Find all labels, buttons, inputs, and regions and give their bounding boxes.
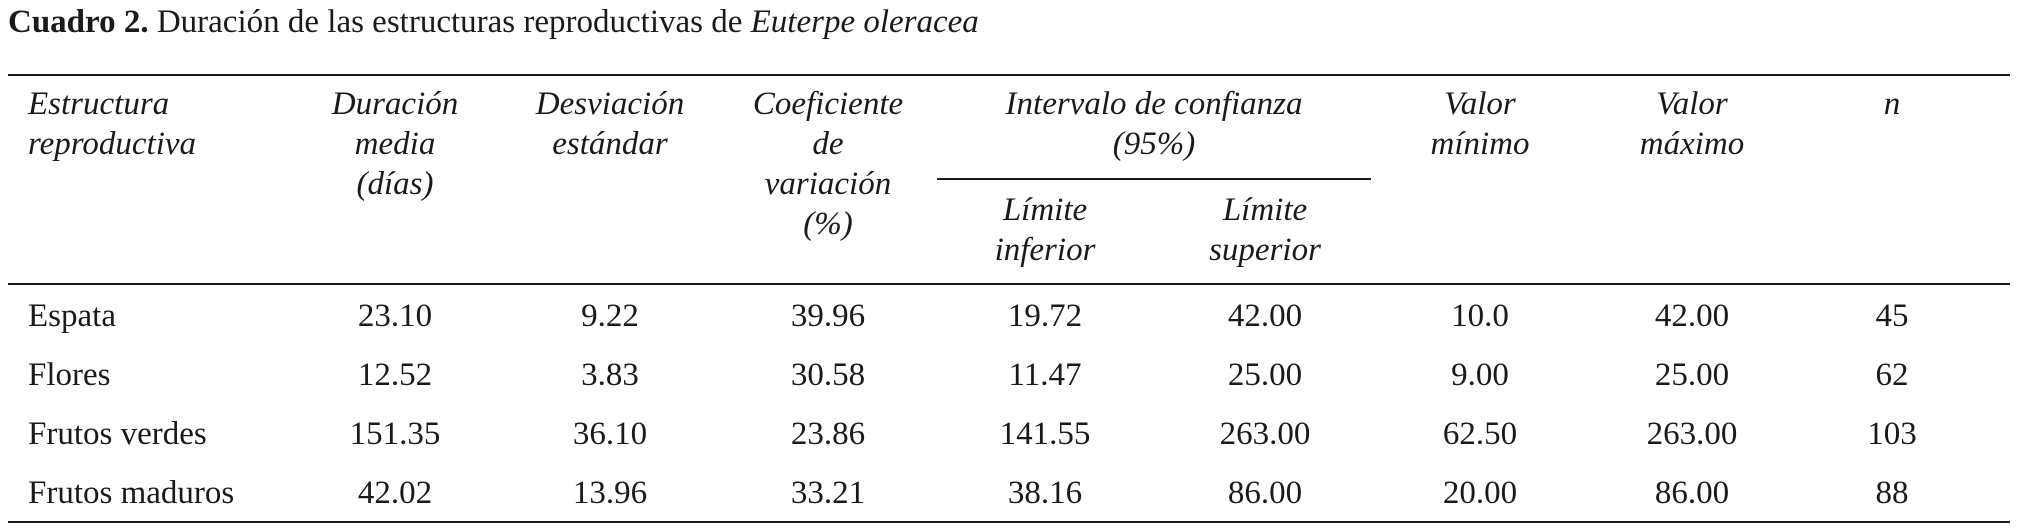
header-limite-inferior: Límite inferior: [994, 192, 1096, 268]
header-limite-superior: Límite superior: [1209, 192, 1321, 268]
row-minimo: 62.50: [1442, 416, 1518, 452]
row-duracion: 151.35: [349, 416, 441, 452]
row-estructura: Frutos maduros: [28, 475, 235, 511]
row-n: 88: [1875, 475, 1909, 511]
header-bottom-rule: [8, 283, 2010, 285]
row-coeficiente: 23.86: [790, 416, 866, 452]
row-duracion: 23.10: [357, 298, 433, 334]
interval-group-rule: [937, 178, 1371, 180]
row-coeficiente: 33.21: [790, 475, 866, 511]
header-estructura: Estructura reproductiva: [28, 86, 197, 162]
caption-species: Euterpe oleracea: [750, 4, 979, 40]
row-limite-inferior: 38.16: [1007, 475, 1083, 511]
header-desviacion: Desviación estándar: [535, 86, 685, 162]
header-minimo: Valor mínimo: [1430, 86, 1530, 162]
table-top-rule: [8, 74, 2010, 76]
row-n: 62: [1875, 357, 1909, 393]
row-limite-superior: 263.00: [1219, 416, 1311, 452]
row-estructura: Frutos verdes: [28, 416, 207, 452]
row-desviacion: 9.22: [581, 298, 639, 334]
header-maximo: Valor máximo: [1639, 86, 1745, 162]
caption-text: Duración de las estructuras reproductiva…: [148, 4, 751, 40]
row-n: 103: [1867, 416, 1917, 452]
header-duracion: Duración media (días): [331, 86, 459, 202]
row-desviacion: 13.96: [572, 475, 648, 511]
row-limite-superior: 42.00: [1227, 298, 1303, 334]
row-maximo: 42.00: [1654, 298, 1730, 334]
row-limite-superior: 86.00: [1227, 475, 1303, 511]
row-minimo: 20.00: [1442, 475, 1518, 511]
row-duracion: 42.02: [357, 475, 433, 511]
row-desviacion: 3.83: [581, 357, 639, 393]
row-limite-superior: 25.00: [1227, 357, 1303, 393]
row-estructura: Flores: [28, 357, 111, 393]
row-limite-inferior: 11.47: [1008, 357, 1082, 393]
row-maximo: 25.00: [1654, 357, 1730, 393]
table-caption: Cuadro 2. Duración de las estructuras re…: [8, 0, 979, 44]
row-limite-inferior: 19.72: [1007, 298, 1083, 334]
row-n: 45: [1875, 298, 1909, 334]
header-intervalo: Intervalo de confianza (95%): [1005, 86, 1303, 162]
row-maximo: 86.00: [1654, 475, 1730, 511]
header-coeficiente: Coeficiente de variación (%): [752, 86, 904, 242]
row-duracion: 12.52: [357, 357, 433, 393]
row-estructura: Espata: [28, 298, 116, 334]
row-minimo: 10.0: [1451, 298, 1509, 334]
table-bottom-rule: [8, 521, 2010, 523]
row-coeficiente: 39.96: [790, 298, 866, 334]
row-minimo: 9.00: [1451, 357, 1509, 393]
row-limite-inferior: 141.55: [999, 416, 1091, 452]
row-coeficiente: 30.58: [790, 357, 866, 393]
row-maximo: 263.00: [1646, 416, 1738, 452]
header-n: n: [1883, 86, 1901, 122]
row-desviacion: 36.10: [572, 416, 648, 452]
caption-label: Cuadro 2.: [8, 4, 149, 40]
